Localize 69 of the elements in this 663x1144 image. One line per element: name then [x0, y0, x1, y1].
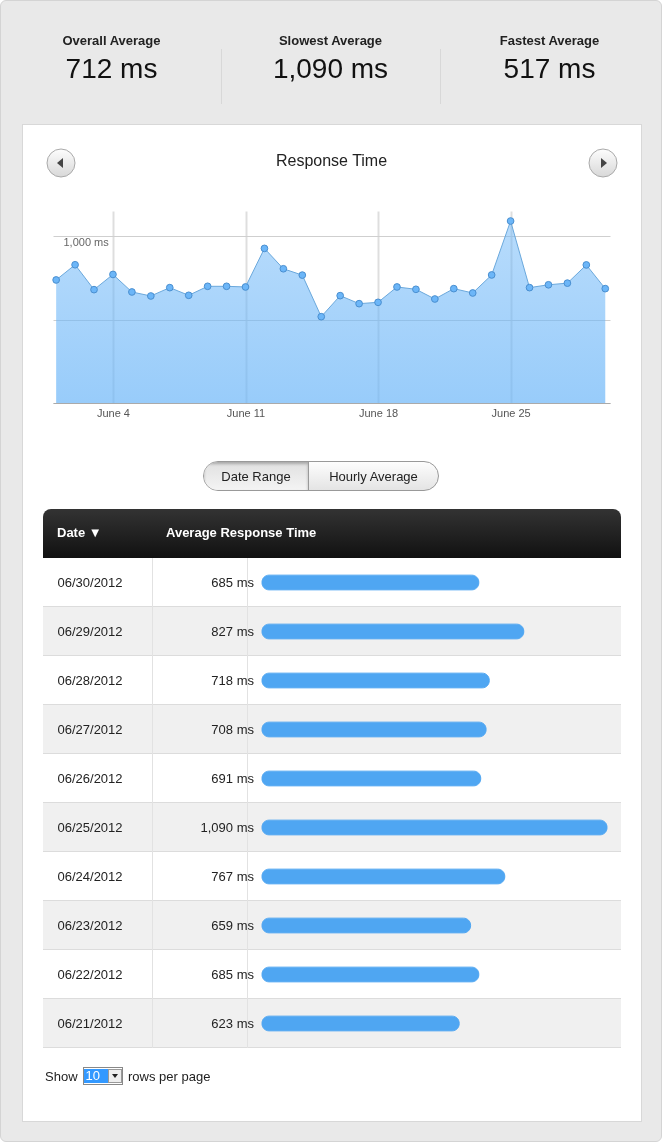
- point: [582, 261, 591, 269]
- text: 712 ms: [65, 53, 158, 84]
- point: [374, 298, 382, 307]
- text: 10: [83, 1068, 108, 1083]
- x-tick-label: June 4: [96, 406, 130, 419]
- y-tick-label: 06/22/2012: [57, 966, 123, 982]
- point: [544, 280, 553, 289]
- text: Show: [45, 1068, 78, 1084]
- point: [146, 292, 155, 300]
- point: [563, 279, 572, 287]
- y-tick-label: 06/26/2012: [57, 770, 123, 786]
- y-tick-label: 06/23/2012: [57, 917, 123, 933]
- point: [336, 291, 345, 300]
- point: [260, 244, 269, 253]
- point: [412, 285, 420, 294]
- point: [393, 283, 401, 291]
- point: [487, 271, 496, 279]
- category-label: Slowest Average: [277, 32, 384, 50]
- y-tick-label: 06/21/2012: [57, 1015, 123, 1031]
- point: [298, 271, 307, 279]
- text: Date Range: [204, 462, 309, 490]
- point: [355, 299, 363, 308]
- point: [601, 284, 610, 293]
- text: 1,090 ms: [272, 53, 389, 84]
- x-tick-label: June 25: [491, 406, 531, 419]
- point: [431, 295, 439, 303]
- y-tick-label: 06/29/2012: [57, 623, 123, 639]
- data-label: 827 ms: [211, 623, 255, 639]
- point: [222, 282, 231, 291]
- point: [241, 283, 250, 291]
- point: [506, 217, 515, 225]
- point: [165, 283, 174, 292]
- text: Hourly Average: [328, 467, 419, 486]
- y-tick-label: 06/24/2012: [57, 868, 123, 884]
- data-label: 691 ms: [211, 770, 255, 786]
- point: [90, 285, 98, 294]
- text: rows per page: [128, 1068, 211, 1084]
- category-label: Fastest Average: [498, 32, 601, 50]
- data-label: 659 ms: [211, 917, 255, 933]
- point: [184, 291, 193, 300]
- point: [317, 312, 326, 321]
- point: [109, 270, 117, 279]
- y-tick-label: 06/25/2012: [57, 819, 123, 835]
- point: [279, 264, 288, 273]
- x-axis-title: Average Response Time: [166, 525, 317, 540]
- data-label: 767 ms: [211, 868, 255, 884]
- x-tick-label: June 18: [358, 406, 399, 419]
- point: [525, 283, 534, 292]
- point: [52, 276, 61, 284]
- category-label: Overall Average: [61, 32, 162, 50]
- data-label: 718 ms: [211, 672, 255, 688]
- point: [71, 260, 79, 269]
- x-tick-label: June 11: [226, 406, 266, 419]
- y-tick-label: 06/27/2012: [57, 721, 123, 737]
- data-label: 623 ms: [211, 1015, 255, 1031]
- data-label: 685 ms: [211, 966, 255, 982]
- data-label: 685 ms: [211, 574, 255, 590]
- point: [128, 288, 136, 296]
- text: 517 ms: [503, 53, 596, 84]
- point: [203, 282, 212, 291]
- data-label: 1,090 ms: [200, 819, 255, 835]
- y-tick-label: 1,000 ms: [63, 235, 110, 248]
- point: [468, 289, 477, 297]
- y-tick-label: 06/30/2012: [57, 574, 123, 590]
- y-axis-title: Date ▼: [57, 525, 102, 540]
- point: [449, 284, 458, 293]
- chart-title: Response Time: [275, 152, 388, 169]
- y-tick-label: 06/28/2012: [57, 672, 123, 688]
- data-label: 708 ms: [211, 721, 255, 737]
